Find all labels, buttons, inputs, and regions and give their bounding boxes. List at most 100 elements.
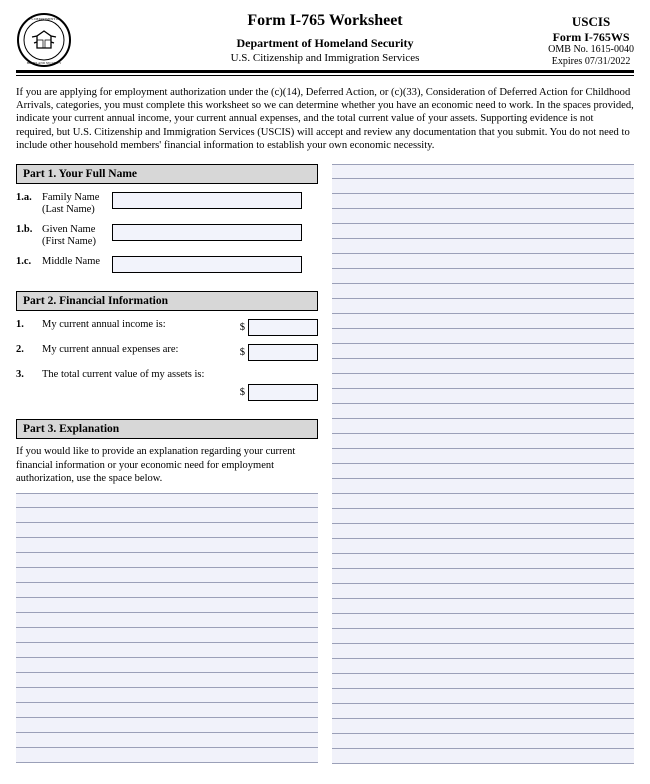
part1-bar: Part 1. Your Full Name — [16, 164, 318, 184]
svg-text:HOMELAND SECURITY: HOMELAND SECURITY — [27, 61, 62, 65]
writing-line[interactable] — [16, 508, 318, 523]
writing-line[interactable] — [16, 568, 318, 583]
writing-line[interactable] — [16, 493, 318, 508]
writing-line[interactable] — [16, 718, 318, 733]
writing-line[interactable] — [332, 329, 634, 344]
writing-line[interactable] — [332, 359, 634, 374]
writing-line[interactable] — [332, 734, 634, 749]
left-column: Part 1. Your Full Name 1.a. Family Name … — [16, 164, 318, 764]
writing-line[interactable] — [332, 389, 634, 404]
writing-line[interactable] — [332, 209, 634, 224]
writing-line[interactable] — [332, 554, 634, 569]
divider-thick — [16, 70, 634, 73]
row-index: 1.b. — [16, 224, 42, 235]
writing-line[interactable] — [332, 479, 634, 494]
writing-line[interactable] — [332, 419, 634, 434]
writing-line[interactable] — [16, 733, 318, 748]
writing-line[interactable] — [16, 523, 318, 538]
writing-line[interactable] — [332, 434, 634, 449]
row-index: 2. — [16, 344, 42, 355]
explanation-lines-right[interactable] — [332, 164, 634, 764]
dept-name: Department of Homeland Security — [16, 36, 634, 51]
header: U.S. DEPARTMENT OF HOMELAND SECURITY For… — [16, 12, 634, 64]
writing-line[interactable] — [332, 494, 634, 509]
writing-line[interactable] — [16, 613, 318, 628]
explanation-lines-left[interactable] — [16, 493, 318, 763]
writing-line[interactable] — [332, 449, 634, 464]
writing-line[interactable] — [16, 703, 318, 718]
writing-line[interactable] — [16, 673, 318, 688]
part3-bar: Part 3. Explanation — [16, 419, 318, 439]
right-column — [332, 164, 634, 764]
family-name-row: 1.a. Family Name (Last Name) — [16, 192, 318, 216]
expiry-date: Expires 07/31/2022 — [548, 56, 634, 68]
given-name-field[interactable] — [112, 224, 302, 241]
uscis-label: USCIS — [548, 14, 634, 30]
middle-name-row: 1.c. Middle Name — [16, 256, 318, 273]
omb-number: OMB No. 1615-0040 — [548, 44, 634, 56]
writing-line[interactable] — [332, 704, 634, 719]
writing-line[interactable] — [332, 614, 634, 629]
writing-line[interactable] — [332, 299, 634, 314]
writing-line[interactable] — [332, 584, 634, 599]
writing-line[interactable] — [16, 538, 318, 553]
writing-line[interactable] — [16, 688, 318, 703]
row-label: Middle Name — [42, 256, 112, 268]
writing-line[interactable] — [332, 629, 634, 644]
dollar-sign: $ — [240, 387, 245, 398]
writing-line[interactable] — [332, 539, 634, 554]
income-row: 1. My current annual income is: $ — [16, 319, 318, 336]
row-label: The total current value of my assets is: — [42, 369, 318, 380]
columns: Part 1. Your Full Name 1.a. Family Name … — [16, 164, 634, 764]
writing-line[interactable] — [16, 583, 318, 598]
expenses-field[interactable] — [248, 344, 318, 361]
writing-line[interactable] — [332, 404, 634, 419]
divider-thin — [16, 75, 634, 76]
writing-line[interactable] — [332, 749, 634, 764]
dollar-sign: $ — [240, 347, 245, 358]
row-index: 1.c. — [16, 256, 42, 267]
writing-line[interactable] — [332, 194, 634, 209]
writing-line[interactable] — [332, 164, 634, 179]
writing-line[interactable] — [16, 553, 318, 568]
writing-line[interactable] — [16, 643, 318, 658]
writing-line[interactable] — [332, 509, 634, 524]
writing-line[interactable] — [16, 598, 318, 613]
part3-text: If you would like to provide an explanat… — [16, 445, 318, 484]
writing-line[interactable] — [332, 284, 634, 299]
writing-line[interactable] — [332, 464, 634, 479]
family-name-field[interactable] — [112, 192, 302, 209]
svg-text:U.S. DEPARTMENT OF: U.S. DEPARTMENT OF — [28, 17, 60, 21]
writing-line[interactable] — [332, 254, 634, 269]
agency-name: U.S. Citizenship and Immigration Service… — [16, 52, 634, 64]
form-title: Form I-765 Worksheet — [16, 12, 634, 30]
assets-field[interactable] — [248, 384, 318, 401]
writing-line[interactable] — [332, 689, 634, 704]
writing-line[interactable] — [332, 374, 634, 389]
writing-line[interactable] — [332, 239, 634, 254]
writing-line[interactable] — [332, 344, 634, 359]
writing-line[interactable] — [332, 674, 634, 689]
writing-line[interactable] — [332, 179, 634, 194]
writing-line[interactable] — [332, 314, 634, 329]
row-index: 1. — [16, 319, 42, 330]
row-label: Family Name (Last Name) — [42, 192, 112, 216]
writing-line[interactable] — [16, 658, 318, 673]
writing-line[interactable] — [332, 599, 634, 614]
writing-line[interactable] — [332, 524, 634, 539]
row-index: 3. — [16, 369, 42, 380]
writing-line[interactable] — [332, 569, 634, 584]
writing-line[interactable] — [332, 644, 634, 659]
part2-bar: Part 2. Financial Information — [16, 291, 318, 311]
dhs-seal-icon: U.S. DEPARTMENT OF HOMELAND SECURITY — [16, 12, 72, 71]
writing-line[interactable] — [332, 269, 634, 284]
writing-line[interactable] — [332, 224, 634, 239]
writing-line[interactable] — [16, 628, 318, 643]
writing-line[interactable] — [332, 719, 634, 734]
writing-line[interactable] — [332, 659, 634, 674]
income-field[interactable] — [248, 319, 318, 336]
writing-line[interactable] — [16, 748, 318, 763]
row-label: My current annual income is: — [42, 319, 240, 330]
intro-text: If you are applying for employment autho… — [16, 86, 634, 152]
middle-name-field[interactable] — [112, 256, 302, 273]
